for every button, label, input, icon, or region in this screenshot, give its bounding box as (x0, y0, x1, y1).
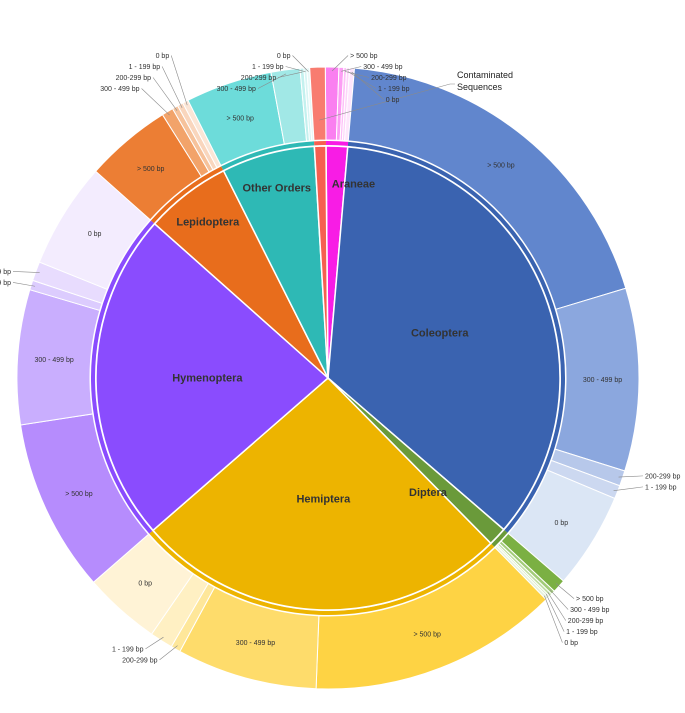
callout-label: 200-299 bp (568, 618, 604, 625)
leader-lines (12, 55, 644, 661)
leader-line (145, 636, 164, 650)
callout-label: 200-299 bp (0, 280, 11, 287)
leader-line (347, 71, 377, 89)
outer-label: 0 bp (88, 231, 102, 238)
outer-label: 300 - 499 bp (236, 640, 275, 647)
inner-label-other-orders: Other Orders (243, 183, 311, 195)
callout-label: 300 - 499 bp (363, 64, 402, 71)
callout-label: 1 - 199 bp (645, 484, 677, 491)
outer-slice-unlabeled-unlabeled (309, 66, 327, 141)
callout-label: 300 - 499 bp (217, 86, 256, 93)
outer-label: > 500 bp (487, 162, 515, 169)
leader-line (549, 589, 569, 610)
outer-ring (16, 66, 640, 690)
separator-other-orders (221, 141, 315, 170)
callout-label: 0 bp (277, 53, 291, 60)
inner-slice-hemiptera (151, 376, 492, 611)
chart-labels: Araneae Coleoptera Diptera Hemiptera Hymenop… (0, 53, 681, 664)
leader-line (141, 88, 170, 116)
callout-label: 0 bp (156, 53, 170, 60)
leader-line (618, 475, 644, 478)
inner-slice-unlabeled (313, 145, 329, 379)
inner-label-lepidoptera: Lepidoptera (176, 217, 240, 229)
callout-label: 1 - 199 bp (252, 64, 284, 71)
separator-diptera (491, 530, 508, 547)
callout-label: 1 - 199 bp (129, 64, 161, 71)
inner-label-diptera: Diptera (409, 487, 448, 499)
note-line: Sequences (457, 82, 503, 92)
leader-line (12, 282, 36, 287)
outer-label: 0 bp (555, 520, 569, 527)
separator-hemiptera (149, 531, 495, 615)
leader-line (257, 73, 287, 89)
inner-slice-hymenoptera (95, 222, 330, 532)
inner-slice-coleoptera (327, 146, 561, 531)
callout-label: 0 bp (564, 640, 578, 647)
outer-label: > 500 bp (226, 115, 254, 122)
leader-line (341, 66, 362, 72)
outer-label: > 500 bp (137, 166, 165, 173)
inner-ring (95, 145, 561, 611)
outer-label: > 500 bp (65, 491, 93, 498)
outer-label: 300 - 499 bp (583, 377, 622, 384)
outer-label: > 500 bp (413, 631, 441, 638)
outer-label: 300 - 499 bp (34, 357, 73, 364)
note-leader-line (319, 83, 455, 121)
leader-line (12, 271, 40, 273)
callout-label: 200-299 bp (645, 473, 681, 480)
callout-label: 200-299 bp (241, 75, 277, 82)
leader-line (152, 77, 178, 111)
inner-label-hemiptera: Hemiptera (296, 494, 351, 506)
leader-line (161, 66, 183, 109)
callout-label: 1 - 199 bp (378, 86, 410, 93)
inner-label-hymenoptera: Hymenoptera (172, 372, 243, 384)
callout-label: 1 - 199 bp (566, 629, 598, 636)
leader-line (555, 583, 575, 599)
contaminated-sequences-note: Contaminated Sequences (457, 70, 513, 92)
callout-label: 300 - 499 bp (570, 607, 609, 614)
leader-line (544, 595, 563, 643)
callout-label: 300 - 499 bp (100, 86, 139, 93)
callout-label: 1 - 199 bp (112, 646, 144, 653)
callout-label: 1 - 199 bp (0, 269, 11, 276)
leader-line (331, 55, 349, 72)
separator-hymenoptera (90, 220, 154, 534)
callout-label: > 500 bp (350, 53, 378, 60)
leader-line (292, 55, 309, 72)
callout-label: 200-299 bp (116, 75, 152, 82)
leader-line (285, 66, 306, 73)
callout-label: 200-299 bp (371, 75, 407, 82)
leader-line (547, 592, 567, 621)
leader-line (545, 593, 565, 632)
leader-line (278, 71, 303, 78)
leader-line (159, 645, 178, 661)
separator-araneae (325, 141, 349, 146)
inner-label-araneae: Araneae (332, 178, 375, 190)
inner-label-coleoptera: Coleoptera (411, 327, 469, 339)
outer-label: 0 bp (138, 580, 152, 587)
separator-unlabeled (314, 141, 326, 146)
separator-lepidoptera (150, 166, 224, 224)
note-line: Contaminated (457, 70, 513, 80)
leader-line (170, 55, 188, 106)
callout-label: > 500 bp (576, 596, 604, 603)
callout-label: 0 bp (386, 97, 400, 104)
leader-line (351, 71, 384, 100)
callout-label: 200-299 bp (122, 657, 158, 664)
leader-line (613, 486, 644, 491)
